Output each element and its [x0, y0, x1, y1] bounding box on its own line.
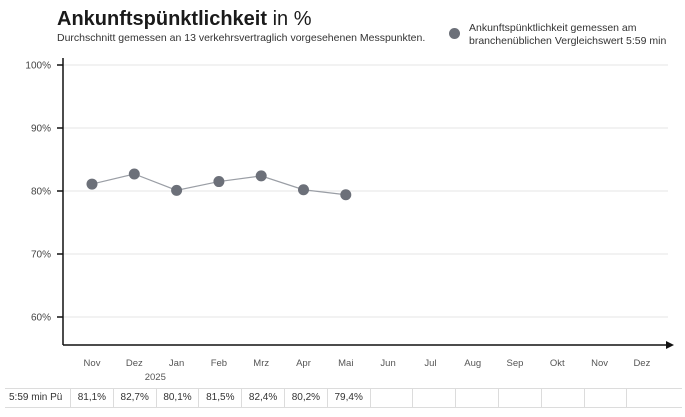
x-tick-label: Sep	[507, 358, 524, 369]
y-tick-labels: 60% 70% 80% 90% 100%	[25, 61, 51, 324]
legend-label: Ankunftspünktlichkeit gemessen am branch…	[469, 22, 684, 47]
gridlines	[63, 64, 668, 318]
y-tick-label: 60%	[31, 313, 51, 324]
table-cell	[585, 389, 628, 407]
data-point	[255, 170, 267, 182]
x-tick-label: Nov	[84, 358, 101, 369]
values-table: 5:59 min Pü 81,1% 82,7% 80,1% 81,5% 82,4% 80,…	[5, 388, 682, 408]
data-point	[86, 178, 98, 190]
table-cell: 82,4%	[242, 389, 285, 407]
table-cell	[542, 389, 585, 407]
chart-title: Ankunftspünktlichkeit in %	[57, 6, 311, 32]
x-tick-label: Mai	[338, 358, 353, 369]
x-tick-label: Dez	[126, 358, 143, 369]
table-cell	[499, 389, 542, 407]
x-tick-label: Okt	[550, 358, 565, 369]
x-tick-label: Mrz	[253, 358, 269, 369]
x-tick-label: Jul	[424, 358, 436, 369]
y-tick-label: 100%	[25, 61, 51, 72]
table-cell	[456, 389, 499, 407]
data-point	[298, 184, 309, 196]
x-tick-label: Aug	[464, 358, 481, 369]
data-points	[86, 168, 352, 201]
legend-label-line1: Ankunftspünktlichkeit gemessen am	[469, 22, 637, 34]
x-tick-label: Dez	[633, 358, 650, 369]
y-tick-label: 70%	[31, 250, 51, 261]
data-point	[171, 184, 183, 196]
table-cell	[371, 389, 414, 407]
x-tick-label: Nov	[591, 358, 608, 369]
legend-label-line2: branchenüblichen Vergleichswert 5:59 min	[469, 34, 667, 47]
data-point	[128, 168, 140, 180]
table-cell: 80,1%	[157, 389, 200, 407]
chart-subtitle: Durchschnitt gemessen an 13 verkehrsvert…	[57, 32, 426, 44]
chart-title-unit: in %	[267, 8, 312, 30]
table-cell	[413, 389, 457, 407]
x-axis-arrow	[666, 341, 674, 349]
x-tick-labels: Nov Dez Jan Feb Mrz Apr Mai Jun Jul Aug Sep Okt Nov D…	[84, 358, 651, 383]
x-tick-label: Apr	[296, 358, 311, 369]
year-label: 2025	[145, 372, 166, 383]
y-tick-label: 90%	[31, 124, 51, 135]
table-cell	[627, 389, 669, 407]
axes	[57, 58, 674, 349]
table-cell: 80,2%	[285, 389, 328, 407]
chart-title-bold: Ankunftspünktlichkeit	[57, 8, 268, 30]
table-cell: 79,4%	[328, 389, 371, 407]
y-tick-label: 80%	[31, 187, 51, 198]
table-cell: 81,1%	[71, 389, 114, 407]
x-tick-label: Jun	[380, 358, 395, 369]
legend-marker	[449, 28, 460, 39]
data-point	[340, 189, 352, 201]
data-point	[213, 176, 225, 188]
table-cell: 81,5%	[199, 389, 243, 407]
table-row-label: 5:59 min Pü	[5, 389, 71, 407]
x-tick-label: Feb	[211, 358, 227, 369]
x-tick-label: Jan	[169, 358, 184, 369]
table-cell: 82,7%	[114, 389, 157, 407]
